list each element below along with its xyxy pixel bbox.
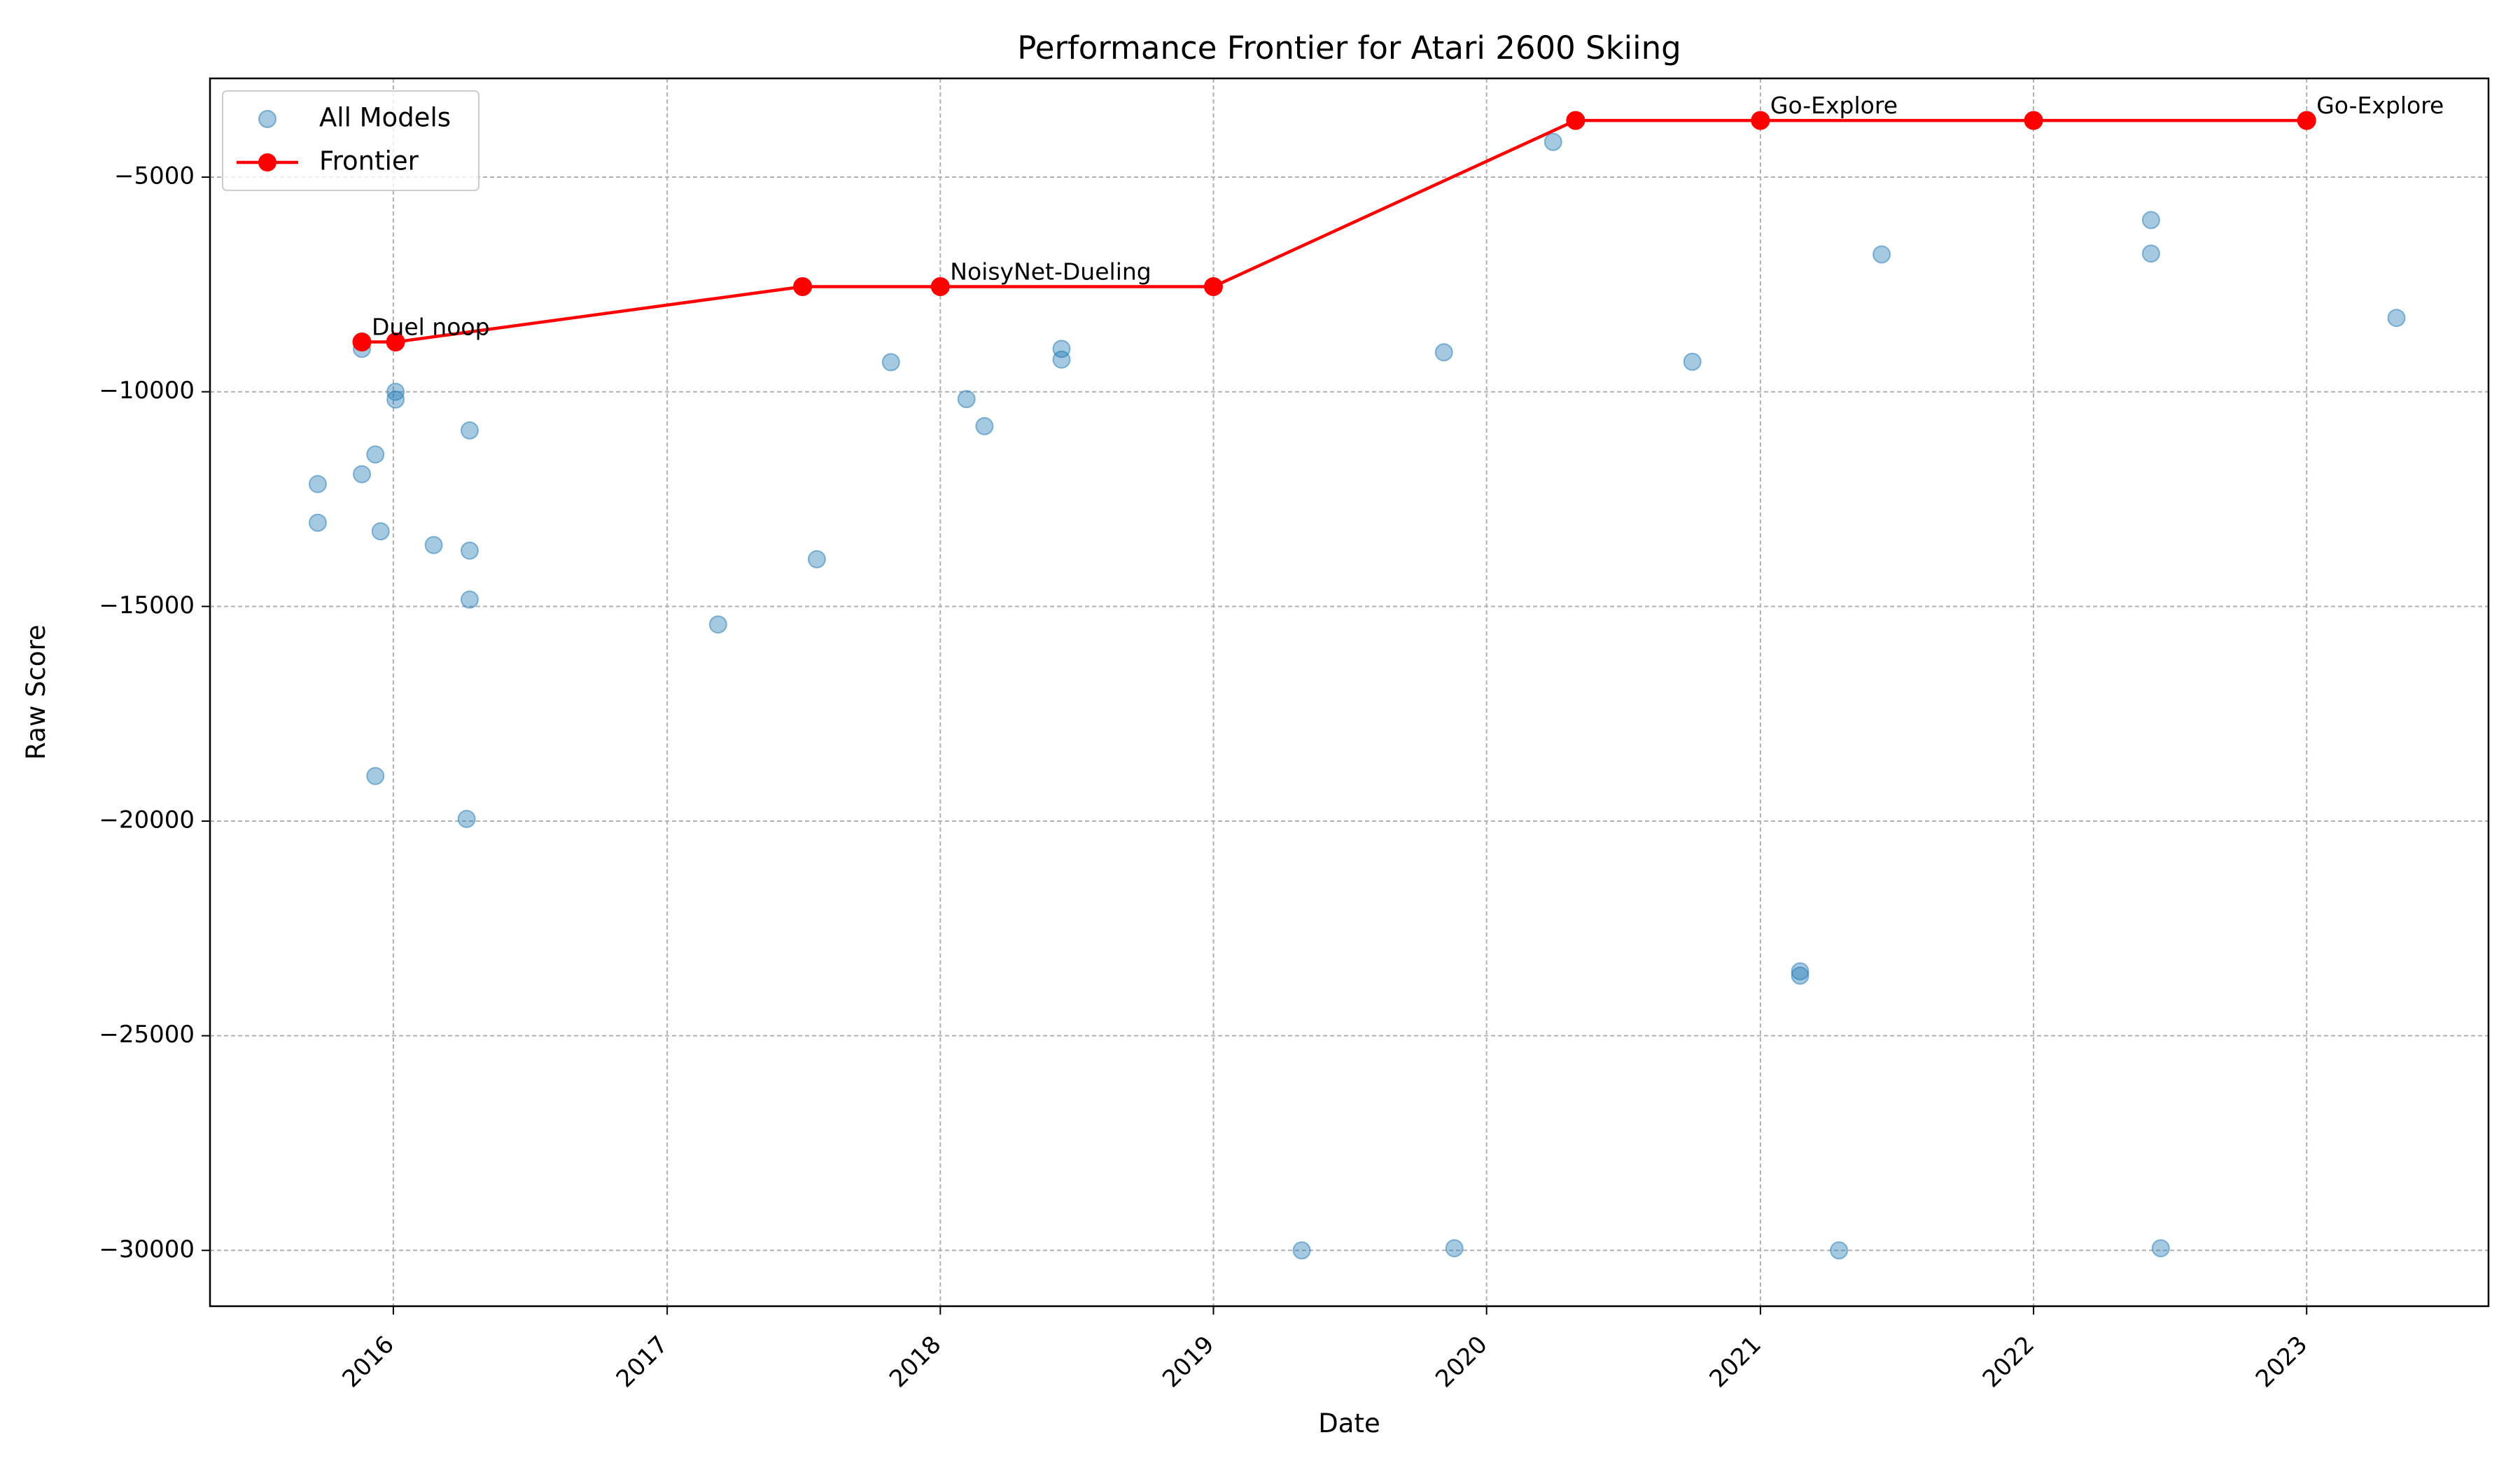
y-tick-label: −15000 — [99, 592, 195, 620]
y-axis-title: Raw Score — [21, 624, 51, 760]
scatter-point — [366, 766, 385, 785]
scatter-point — [2151, 1239, 2170, 1258]
annotation-label: Go-Explore — [1770, 92, 1898, 119]
y-tick-label: −30000 — [99, 1236, 195, 1264]
scatter-point — [2141, 244, 2160, 263]
frontier-point — [1566, 111, 1586, 130]
scatter-point — [460, 541, 479, 560]
scatter-point — [1872, 245, 1891, 264]
scatter-point — [457, 809, 476, 828]
scatter-point — [1544, 132, 1562, 151]
legend-label-all-models: All Models — [319, 103, 451, 133]
annotation-label: NoisyNet-Dueling — [950, 258, 1151, 285]
scatter-point — [2141, 211, 2160, 230]
scatter-point — [708, 615, 727, 634]
legend-label-frontier: Frontier — [319, 146, 419, 176]
scatter-point — [353, 465, 371, 484]
scatter-point — [1292, 1241, 1311, 1260]
frontier-point — [930, 276, 950, 296]
frontier-point — [1751, 111, 1770, 130]
annotation-label: Duel noop — [372, 314, 490, 341]
scatter-point — [957, 390, 976, 409]
frontier-point — [352, 332, 372, 352]
frontier-point — [793, 276, 813, 296]
annotation-label: Go-Explore — [2316, 92, 2444, 119]
scatter-point — [807, 550, 826, 568]
y-tick-label: −20000 — [99, 806, 195, 834]
y-tick-label: −10000 — [99, 377, 195, 405]
legend-marker-frontier — [258, 153, 276, 172]
scatter-point — [386, 390, 405, 409]
frontier-point — [2297, 111, 2316, 130]
plot-frame — [209, 77, 2490, 1308]
x-axis-title: Date — [1318, 1408, 1380, 1438]
scatter-point — [1445, 1239, 1464, 1258]
scatter-point — [460, 421, 479, 440]
scatter-point — [1052, 350, 1071, 369]
legend-marker-all-models — [258, 110, 276, 128]
frontier-point — [386, 332, 405, 352]
scatter-point — [1683, 352, 1702, 371]
legend: All Models Frontier — [222, 90, 479, 191]
scatter-layer — [308, 132, 2406, 1260]
scatter-point — [881, 353, 900, 372]
scatter-point — [1434, 343, 1453, 362]
frontier-point — [1203, 276, 1223, 296]
scatter-point — [366, 445, 385, 464]
scatter-point — [460, 590, 479, 609]
scatter-point — [2387, 309, 2406, 328]
frontier-layer — [352, 111, 2316, 352]
y-tick-label: −25000 — [99, 1021, 195, 1049]
scatter-point — [308, 513, 327, 532]
scatter-point — [424, 536, 443, 554]
scatter-point — [1830, 1241, 1849, 1260]
chart-title: Performance Frontier for Atari 2600 Skii… — [1017, 29, 1681, 66]
y-tick-label: −5000 — [114, 162, 195, 190]
scatter-point — [1791, 966, 1809, 985]
legend-box — [222, 90, 479, 191]
scatter-point — [371, 522, 390, 541]
frontier-point — [2024, 111, 2043, 130]
annotation-layer: Duel noop NoisyNet-Dueling Go-Explore Go-Ex… — [372, 92, 2444, 340]
scatter-point — [975, 416, 994, 435]
scatter-point — [308, 475, 327, 493]
scatter-point — [1791, 962, 1809, 981]
